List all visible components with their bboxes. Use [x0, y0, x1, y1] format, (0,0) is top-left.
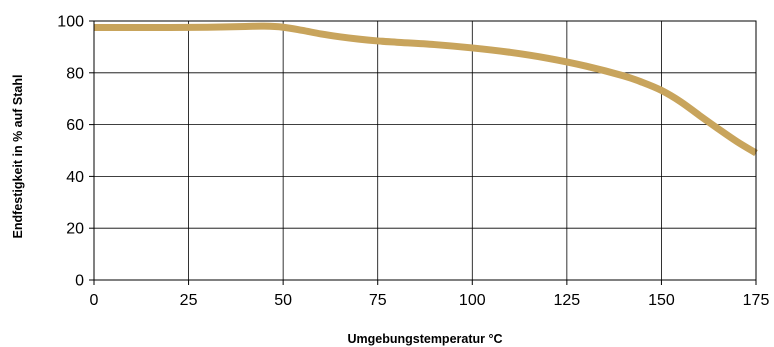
- x-tick-label: 0: [90, 292, 99, 309]
- y-tick-label: 100: [57, 14, 84, 31]
- x-axis-title: Umgebungstemperatur °C: [347, 332, 502, 346]
- y-tick-label: 0: [75, 273, 84, 290]
- series-line: [94, 26, 756, 153]
- x-tick-label: 125: [554, 292, 581, 309]
- axes: 0 20 40 60 80 100 0 25 50 75 100 125 150 175: [57, 14, 769, 310]
- plot-area-border: [94, 21, 756, 280]
- x-tick-label: 150: [648, 292, 675, 309]
- x-tick-label: 75: [369, 292, 387, 309]
- y-axis-title: Endfestigkeit in % auf Stahl: [11, 75, 25, 239]
- y-tick-label: 40: [66, 169, 84, 186]
- y-tick-label: 80: [66, 65, 84, 82]
- x-tick-label: 25: [180, 292, 198, 309]
- y-tick-label: 60: [66, 117, 84, 134]
- x-tick-label: 100: [459, 292, 486, 309]
- grid-lines: [94, 21, 756, 280]
- x-tick-label: 175: [743, 292, 770, 309]
- x-tick-label: 50: [274, 292, 292, 309]
- y-tick-label: 20: [66, 221, 84, 238]
- series-layer: [94, 26, 756, 153]
